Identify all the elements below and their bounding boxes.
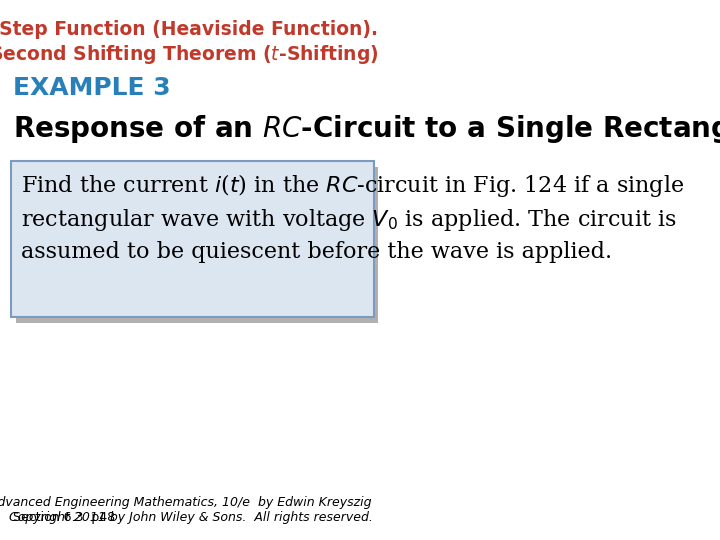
Text: Response of an $\mathit{RC}$-Circuit to a Single Rectangular Wave: Response of an $\mathit{RC}$-Circuit to … <box>13 113 720 145</box>
Text: Find the current $\mathit{i}$($\mathit{t}$) in the $\mathit{RC}$-circuit in Fig.: Find the current $\mathit{i}$($\mathit{t… <box>21 172 684 199</box>
Text: rectangular wave with voltage $\mathit{V}_0$ is applied. The circuit is: rectangular wave with voltage $\mathit{V… <box>21 207 676 233</box>
Text: Second Shifting Theorem ($\mathit{t}$-Shifting): Second Shifting Theorem ($\mathit{t}$-Sh… <box>0 43 378 66</box>
Text: EXAMPLE 3: EXAMPLE 3 <box>13 76 171 99</box>
FancyBboxPatch shape <box>16 167 378 322</box>
Text: 6.3 Unit Step Function (Heaviside Function).: 6.3 Unit Step Function (Heaviside Functi… <box>0 20 378 39</box>
Text: assumed to be quiescent before the wave is applied.: assumed to be quiescent before the wave … <box>21 241 612 263</box>
Text: Advanced Engineering Mathematics, 10/e  by Edwin Kreyszig
Copyright 2011 by John: Advanced Engineering Mathematics, 10/e b… <box>0 496 373 524</box>
Text: Section 6.3  p48: Section 6.3 p48 <box>13 510 115 524</box>
FancyBboxPatch shape <box>11 161 374 318</box>
